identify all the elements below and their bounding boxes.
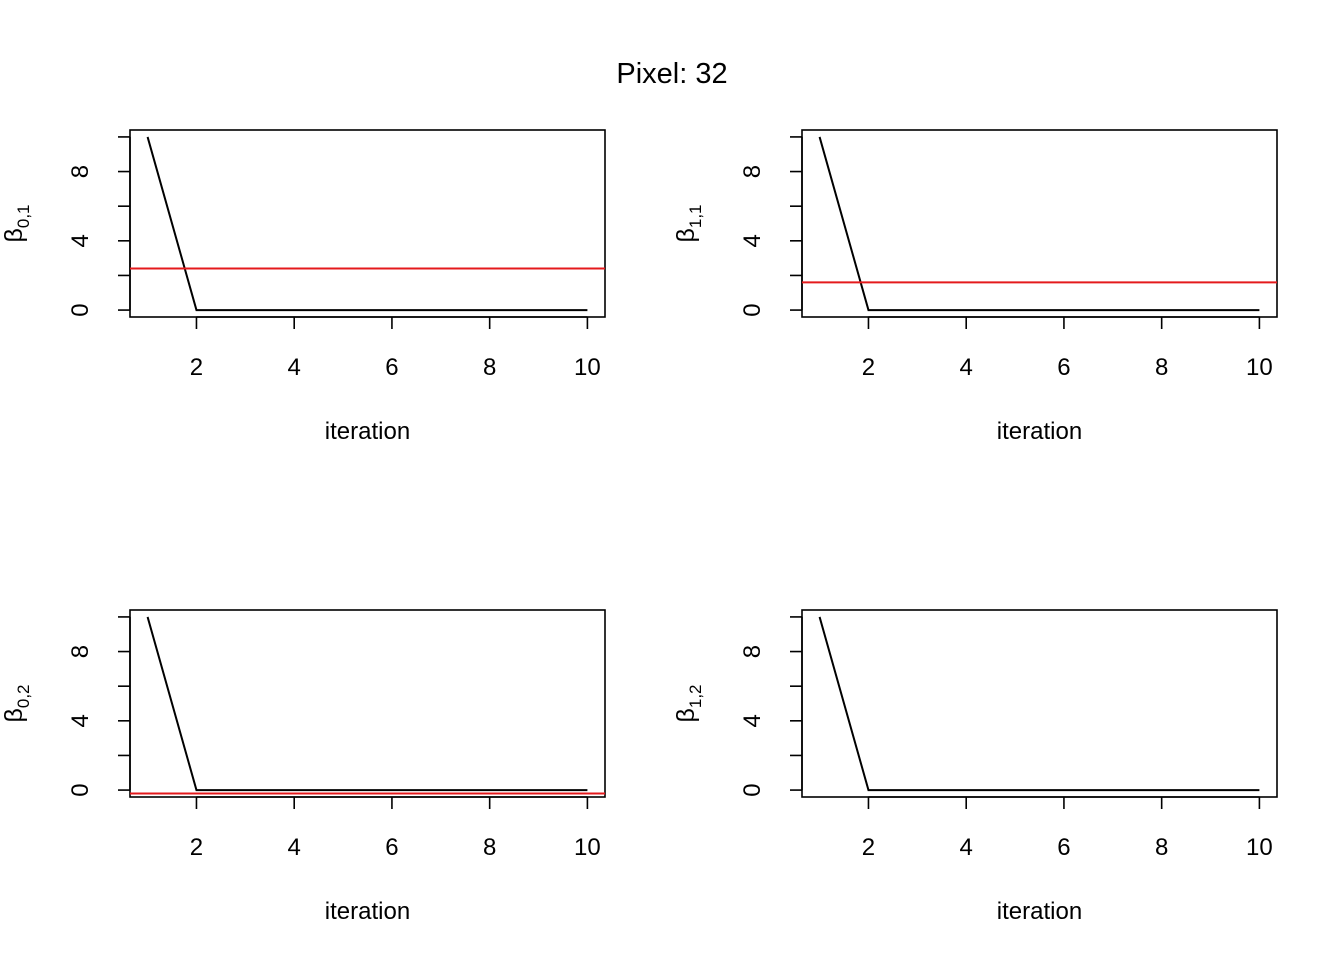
x-tick-label: 4 [288, 354, 301, 381]
x-tick-label: 2 [862, 834, 875, 861]
x-axis: 2 4 6 8 10 [862, 796, 1273, 861]
x-tick-label: 2 [862, 354, 875, 381]
y-tick-label: 4 [739, 714, 766, 727]
y-axis: 0 4 8 [67, 616, 131, 797]
series-line [146, 616, 588, 792]
y-tick-label: 4 [67, 714, 94, 727]
plot-frame [801, 609, 1278, 798]
y-tick-label: 0 [67, 303, 94, 316]
y-tick-label: 8 [739, 645, 766, 658]
y-tick-label: 4 [739, 234, 766, 247]
x-tick-label: 10 [1246, 834, 1273, 861]
y-tick-label: 8 [739, 165, 766, 178]
x-tick-label: 6 [1057, 834, 1070, 861]
x-axis: 2 4 6 8 10 [190, 316, 601, 381]
y-axis: 0 4 8 [739, 136, 803, 317]
x-tick-label: 8 [1155, 834, 1168, 861]
x-tick-label: 8 [483, 834, 496, 861]
y-axis-label: β1,1 [672, 204, 705, 242]
series-line [146, 136, 588, 312]
plot-frame [801, 129, 1278, 318]
y-tick-label: 8 [67, 645, 94, 658]
x-tick-label: 10 [574, 834, 601, 861]
x-tick-label: 6 [385, 354, 398, 381]
y-tick-label: 4 [67, 234, 94, 247]
y-tick-label: 0 [67, 783, 94, 796]
x-tick-label: 4 [960, 354, 973, 381]
x-tick-label: 4 [960, 834, 973, 861]
series-line [818, 616, 1260, 792]
x-tick-label: 10 [1246, 354, 1273, 381]
x-tick-label: 10 [574, 354, 601, 381]
x-tick-label: 8 [483, 354, 496, 381]
y-axis: 0 4 8 [739, 616, 803, 797]
y-axis-label: β0,2 [0, 684, 33, 722]
x-tick-label: 6 [1057, 354, 1070, 381]
x-tick-label: 2 [190, 354, 203, 381]
y-axis-label: β0,1 [0, 204, 33, 242]
y-axis: 0 4 8 [67, 136, 131, 317]
panel-3: 2 4 6 8 10 0 4 8 iteration β0,2 [0, 609, 606, 925]
y-tick-label: 8 [67, 165, 94, 178]
y-tick-label: 0 [739, 783, 766, 796]
x-tick-label: 4 [288, 834, 301, 861]
x-axis-label: iteration [325, 898, 410, 925]
plot-frame [129, 609, 606, 798]
y-tick-label: 0 [739, 303, 766, 316]
y-axis-label: β1,2 [672, 684, 705, 722]
x-axis: 2 4 6 8 10 [190, 796, 601, 861]
series-line [818, 136, 1260, 312]
panel-2: 2 4 6 8 10 0 4 8 iteration β1,1 [672, 129, 1278, 445]
x-axis-label: iteration [997, 898, 1082, 925]
x-axis-label: iteration [997, 418, 1082, 445]
figure-title: Pixel: 32 [616, 58, 728, 90]
x-axis-label: iteration [325, 418, 410, 445]
x-tick-label: 6 [385, 834, 398, 861]
x-tick-label: 8 [1155, 354, 1168, 381]
x-tick-label: 2 [190, 834, 203, 861]
panel-4: 2 4 6 8 10 0 4 8 iteration β1,2 [672, 609, 1278, 925]
plot-frame [129, 129, 606, 318]
panel-1: 2 4 6 8 10 0 4 8 iteration β0,1 [0, 129, 606, 445]
x-axis: 2 4 6 8 10 [862, 316, 1273, 381]
